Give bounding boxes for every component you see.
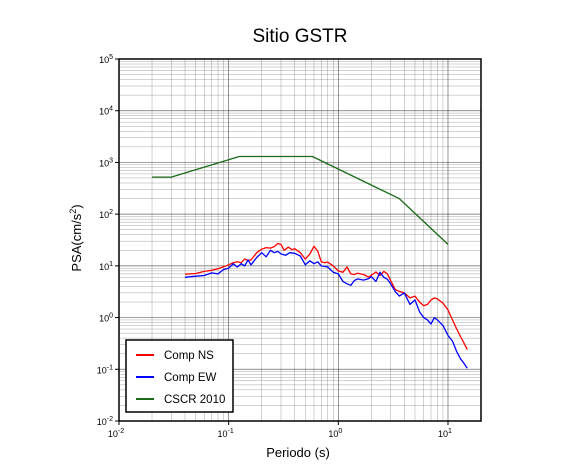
y-axis-label-sup: 2 <box>68 209 78 214</box>
x-tick-exp: 1 <box>448 428 452 435</box>
y-tick-base: 10 <box>99 314 109 324</box>
chart-title: Sitio GSTR <box>252 26 347 47</box>
y-tick-exp: 2 <box>109 209 113 216</box>
legend-label: Comp EW <box>164 372 217 384</box>
legend-label: CSCR 2010 <box>164 394 225 406</box>
series-line-1 <box>184 249 468 369</box>
legend-items: Comp NS Comp EW CSCR 2010 <box>136 350 225 406</box>
y-tick-base: 10 <box>99 55 109 65</box>
y-tick-label: 10-1 <box>97 364 113 375</box>
y-tick-label: 100 <box>99 313 113 324</box>
x-axis-ticks: 10-2 10-1 100 101 <box>108 421 452 439</box>
x-tick-exp: 0 <box>338 428 342 435</box>
legend: Comp NS Comp EW CSCR 2010 <box>125 339 234 413</box>
y-tick-label: 10-2 <box>97 416 113 427</box>
plot-area <box>152 155 468 369</box>
x-tick-base: 10 <box>218 429 228 439</box>
plot-frame <box>118 58 482 422</box>
y-tick-base: 10 <box>99 262 109 272</box>
y-tick-exp: 4 <box>109 106 113 113</box>
grid <box>118 58 482 422</box>
x-axis-label: Periodo (s) <box>266 445 330 460</box>
y-tick-exp: 0 <box>109 313 113 320</box>
x-tick-label: 100 <box>328 428 342 439</box>
series-line-0 <box>184 242 468 350</box>
y-tick-exp: 1 <box>109 261 113 268</box>
y-tick-base: 10 <box>97 365 107 375</box>
y-tick-label: 103 <box>99 157 113 168</box>
y-axis-label: PSA(cm/s2) <box>68 204 84 271</box>
y-axis-label-end: ) <box>69 204 84 208</box>
y-tick-label: 101 <box>99 261 113 272</box>
x-tick-base: 10 <box>108 429 118 439</box>
y-tick-base: 10 <box>99 158 109 168</box>
y-tick-exp: 5 <box>109 54 113 61</box>
y-axis-label-main: PSA(cm/s <box>69 213 84 271</box>
y-tick-exp: -2 <box>107 416 113 423</box>
x-tick-label: 10-2 <box>108 428 124 439</box>
y-tick-label: 102 <box>99 209 113 220</box>
y-tick-label: 104 <box>99 106 113 117</box>
y-tick-label: 105 <box>99 54 113 65</box>
x-tick-label: 101 <box>438 428 452 439</box>
x-tick-exp: -1 <box>228 428 234 435</box>
y-tick-base: 10 <box>99 210 109 220</box>
x-tick-exp: -2 <box>118 428 124 435</box>
y-tick-base: 10 <box>99 107 109 117</box>
x-tick-base: 10 <box>438 429 448 439</box>
series-line-2 <box>152 155 449 245</box>
y-tick-base: 10 <box>97 417 107 427</box>
x-tick-label: 10-1 <box>218 428 234 439</box>
legend-label: Comp NS <box>164 350 214 362</box>
y-tick-exp: -1 <box>107 364 113 371</box>
x-tick-base: 10 <box>328 429 338 439</box>
y-tick-exp: 3 <box>109 157 113 164</box>
